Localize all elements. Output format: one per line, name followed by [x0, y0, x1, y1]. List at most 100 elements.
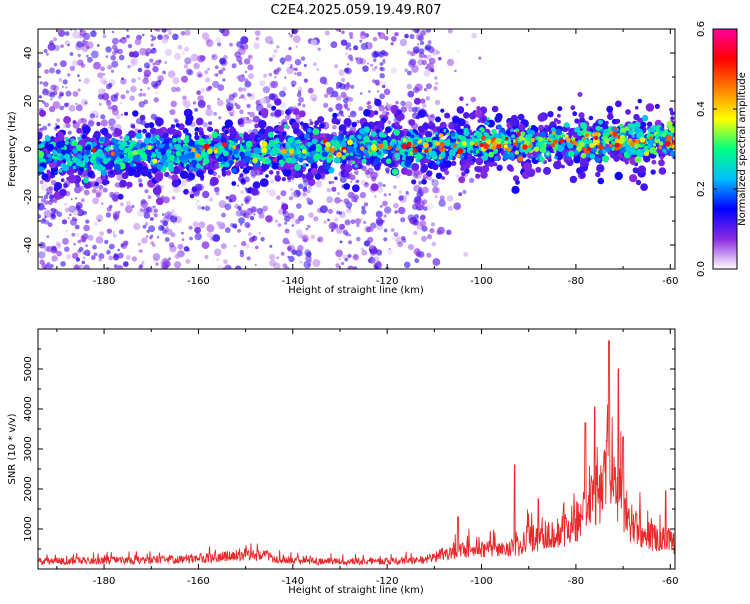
spectrogram-blob: [113, 253, 118, 258]
spectrogram-blob: [85, 158, 90, 163]
spectrogram-blob: [107, 229, 112, 234]
spectrogram-blob: [282, 177, 286, 181]
spectrogram-hotspot: [666, 135, 672, 141]
spectrogram-blob: [224, 265, 231, 272]
spectrogram-blob: [460, 136, 466, 142]
spectrogram-blob: [426, 170, 432, 176]
spectrogram-blob: [383, 184, 386, 187]
spectrogram-blob: [232, 141, 235, 144]
spectrogram-blob: [37, 214, 41, 218]
spectrogram-blob: [462, 190, 466, 194]
spectrogram-hotspot: [407, 142, 412, 147]
spectrogram-blob: [221, 137, 227, 143]
spectrogram-hotspot: [371, 144, 377, 150]
spectrogram-blob: [226, 170, 232, 176]
spectrogram-blob: [139, 93, 143, 97]
spectrogram-blob: [334, 217, 339, 222]
spectrogram-hotspot: [234, 159, 237, 162]
spectrogram-blob: [172, 180, 180, 188]
spectrogram-blob: [221, 67, 225, 71]
spectrogram-blob: [151, 137, 157, 143]
spectrogram-blob: [528, 125, 531, 128]
spectrogram-blob: [652, 125, 657, 130]
spectrogram-blob: [241, 241, 246, 246]
spectrogram-blob: [355, 164, 358, 167]
spectrogram-blob: [112, 194, 119, 201]
spectrogram-blob: [90, 113, 95, 118]
spectrogram-blob: [328, 107, 333, 112]
spectrogram-blob: [393, 203, 399, 209]
spectrogram-blob: [275, 143, 280, 148]
spectrogram-blob: [546, 152, 549, 155]
spectrogram-hotspot: [387, 145, 392, 150]
spectrogram-blob: [603, 136, 607, 140]
spectrogram-blob: [382, 85, 385, 88]
spectrogram-blob: [249, 166, 253, 170]
spectrogram-blob: [238, 87, 243, 92]
spectrogram-blob: [231, 110, 236, 115]
spectrogram-blob: [140, 115, 146, 121]
spectrogram-hotspot: [515, 137, 518, 140]
spectrogram-blob: [476, 150, 480, 154]
spectrogram-blob: [82, 44, 84, 46]
spectrogram-blob: [119, 229, 124, 234]
spectrogram-blob: [98, 88, 104, 94]
spectrogram-blob: [101, 119, 108, 126]
spectrogram-blob: [329, 181, 332, 184]
spectrogram-blob: [332, 113, 337, 118]
spectrogram-hotspot: [559, 139, 564, 144]
spectrogram-blob: [412, 107, 418, 113]
spectrogram-blob: [62, 149, 66, 153]
spectrogram-hotspot: [565, 134, 569, 138]
spectrogram-blob: [388, 152, 393, 157]
spectrogram-blob: [285, 110, 290, 115]
spectrogram-blob: [70, 66, 75, 71]
spectrogram-blob: [557, 106, 562, 111]
spectrogram-blob: [298, 184, 304, 190]
spectrogram-blob: [159, 143, 164, 148]
spectrogram-blob: [221, 161, 225, 165]
spectrogram-blob: [311, 39, 318, 46]
spectrogram-blob: [300, 121, 304, 125]
spectrogram-blob: [288, 256, 294, 262]
spectrogram-blob: [66, 254, 71, 259]
spectrogram-blob: [571, 137, 575, 141]
spectrogram-blob: [193, 101, 196, 104]
spectrogram-blob: [121, 94, 126, 99]
spectrogram-blob: [625, 109, 631, 115]
spectrogram-hotspot: [644, 151, 649, 156]
spectrogram-blob: [244, 222, 250, 228]
spectrogram-blob: [181, 51, 185, 55]
spectrogram-blob: [41, 172, 44, 175]
spectrogram-blob: [378, 52, 384, 58]
spectrogram-blob: [367, 105, 372, 110]
spectrogram-blob: [131, 78, 136, 83]
spectrogram-blob: [662, 149, 666, 153]
spectrogram-blob: [54, 159, 58, 163]
spectrogram-blob: [145, 52, 149, 56]
spectrogram-blob: [85, 244, 88, 247]
spectrogram-blob: [73, 243, 76, 246]
spectrogram-blob: [669, 108, 673, 112]
spectrogram-blob: [282, 144, 285, 147]
spectrogram-blob: [289, 34, 293, 38]
spectrogram-blob: [242, 44, 248, 50]
spectrogram-blob: [44, 200, 49, 205]
spectrogram-blob: [182, 145, 188, 151]
spectrogram-blob: [292, 224, 295, 227]
spectrogram-blob: [39, 110, 46, 117]
spectrogram-blob: [81, 198, 85, 202]
spectrogram-hotspot: [273, 158, 276, 161]
spectrogram-blob: [188, 226, 192, 230]
spectrogram-blob: [511, 134, 515, 138]
spectrogram-blob: [274, 98, 281, 105]
spectrogram-blob: [255, 30, 261, 36]
spectrogram-hotspot: [507, 147, 511, 151]
spectrogram-blob: [43, 141, 46, 144]
spectrogram-blob: [81, 118, 87, 124]
spectrogram-blob: [94, 252, 98, 256]
spectrogram-blob: [224, 130, 228, 134]
spectrogram-blob: [510, 129, 514, 133]
spectrogram-hotspot: [403, 138, 407, 142]
spectrogram-blob: [377, 32, 381, 36]
